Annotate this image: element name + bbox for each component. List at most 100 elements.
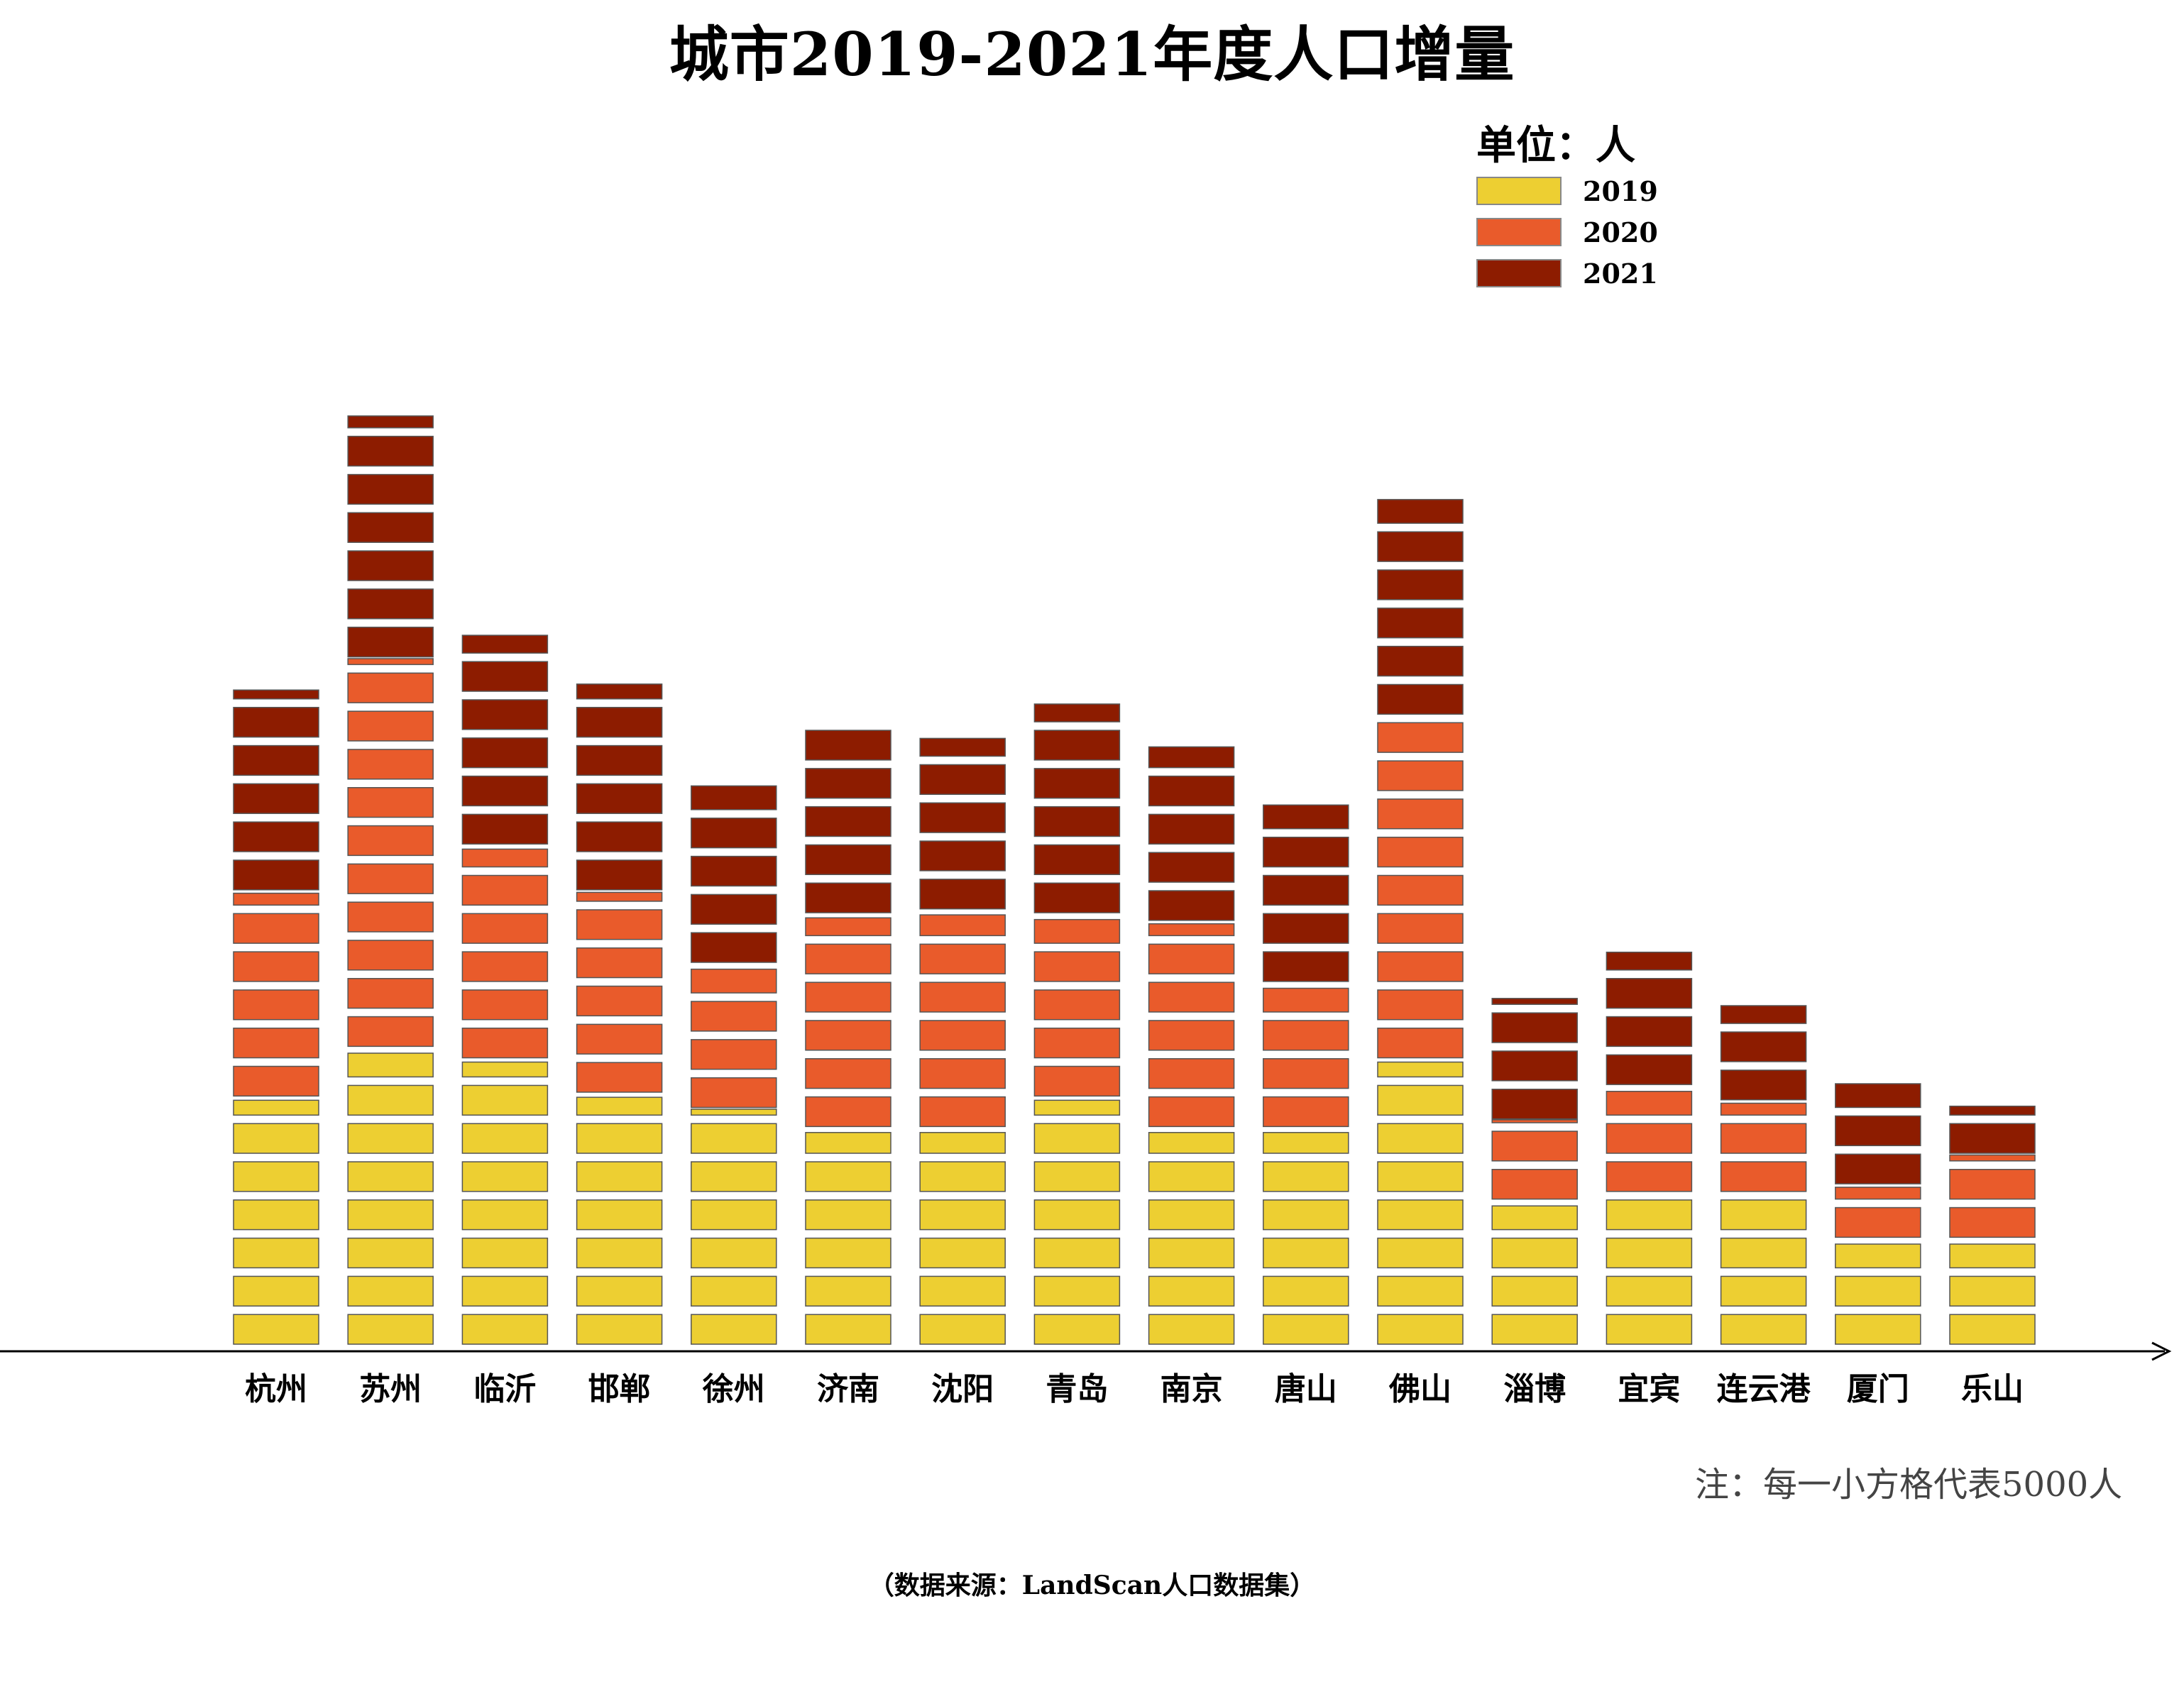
bar-block-南京-2021-1 [1148, 852, 1235, 883]
bar-block-苏州-2020-2 [347, 940, 434, 971]
bar-block-苏州-2021-2 [347, 550, 434, 581]
bar-block-济南-2019-5 [805, 1131, 891, 1154]
bar-block-佛山-2020-7 [1377, 760, 1464, 791]
bar-block-淄博-2020-2 [1491, 1119, 1578, 1123]
bar-block-济南-2021-3 [805, 768, 891, 799]
bar-block-佛山-2020-3 [1377, 913, 1464, 944]
bar-block-济南-2019-1 [805, 1275, 891, 1307]
bar-block-宜宾-2021-2 [1606, 978, 1693, 1009]
bar-block-厦门-2020-0 [1835, 1206, 1921, 1238]
bar-block-邯郸-2020-2 [576, 985, 663, 1017]
bar-block-杭州-2019-4 [233, 1161, 319, 1192]
bar-block-连云港-2021-2 [1720, 1005, 1807, 1024]
bar-block-唐山-2019-0 [1263, 1314, 1349, 1345]
bar-block-邯郸-2021-2 [576, 783, 663, 814]
bar-block-徐州-2021-1 [691, 894, 777, 925]
bar-block-杭州-2020-5 [233, 892, 319, 906]
bar-block-临沂-2020-1 [461, 989, 549, 1021]
bar-block-邯郸-2019-4 [576, 1161, 663, 1192]
bar-block-杭州-2020-3 [233, 951, 319, 982]
bar-block-沈阳-2019-3 [919, 1199, 1006, 1231]
bar-block-青岛-2019-3 [1033, 1199, 1121, 1231]
bar-block-佛山-2021-1 [1377, 645, 1464, 677]
bar-block-淄博-2021-2 [1491, 1012, 1578, 1043]
chart-note: 注：每一小方格代表5000人 [1695, 1465, 2123, 1505]
bar-block-临沂-2019-1 [461, 1275, 549, 1307]
x-tick-label-10: 佛山 [1388, 1371, 1452, 1407]
bar-block-宜宾-2020-1 [1606, 1123, 1693, 1154]
legend-swatch-2021 [1476, 259, 1562, 287]
bar-block-唐山-2019-2 [1263, 1237, 1349, 1269]
bar-block-沈阳-2021-0 [919, 879, 1006, 910]
bar-block-杭州-2019-6 [233, 1099, 319, 1116]
bar-block-临沂-2019-5 [461, 1123, 549, 1154]
bar-block-宜宾-2020-0 [1606, 1161, 1693, 1192]
bar-block-佛山-2019-3 [1377, 1199, 1464, 1231]
bar-block-苏州-2019-7 [347, 1052, 434, 1078]
bar-block-唐山-2021-4 [1263, 804, 1349, 830]
bar-block-苏州-2019-1 [347, 1275, 434, 1307]
bar-block-青岛-2019-6 [1033, 1099, 1121, 1116]
bar-block-厦门-2021-2 [1835, 1083, 1921, 1109]
bar-block-沈阳-2021-2 [919, 802, 1006, 833]
bar-block-南京-2019-3 [1148, 1199, 1235, 1231]
bar-block-济南-2021-1 [805, 844, 891, 876]
bar-block-佛山-2020-6 [1377, 798, 1464, 830]
bar-block-临沂-2019-3 [461, 1199, 549, 1231]
bar-block-邯郸-2019-0 [576, 1314, 663, 1345]
bar-block-济南-2020-2 [805, 1020, 891, 1051]
bar-block-青岛-2019-5 [1033, 1123, 1121, 1154]
bar-block-南京-2020-5 [1148, 923, 1235, 937]
bar-block-临沂-2019-4 [461, 1161, 549, 1192]
bar-block-淄博-2021-0 [1491, 1089, 1578, 1120]
bar-block-佛山-2021-2 [1377, 608, 1464, 639]
bar-block-徐州-2019-5 [691, 1123, 777, 1154]
bar-block-乐山-2019-0 [1949, 1314, 2036, 1345]
bar-block-唐山-2021-1 [1263, 913, 1349, 944]
bar-block-宜宾-2019-2 [1606, 1237, 1693, 1269]
bar-block-南京-2021-3 [1148, 775, 1235, 807]
bar-block-宜宾-2021-1 [1606, 1016, 1693, 1048]
bar-block-济南-2020-1 [805, 1057, 891, 1089]
bar-block-唐山-2021-0 [1263, 951, 1349, 982]
bar-block-沈阳-2021-1 [919, 840, 1006, 872]
bar-block-南京-2020-1 [1148, 1057, 1235, 1089]
bar-block-苏州-2021-1 [347, 588, 434, 620]
bar-block-临沂-2019-6 [461, 1084, 549, 1116]
bar-block-青岛-2020-3 [1033, 951, 1121, 982]
bar-block-徐州-2021-2 [691, 855, 777, 887]
bar-block-邯郸-2019-6 [576, 1096, 663, 1116]
bar-block-青岛-2021-5 [1033, 703, 1121, 722]
bar-block-厦门-2019-0 [1835, 1314, 1921, 1345]
bar-block-淄博-2021-1 [1491, 1050, 1578, 1082]
bar-block-连云港-2020-0 [1720, 1161, 1807, 1192]
x-tick-labels: 杭州 苏州 临沂 邯郸 徐州 济南 沈阳 青岛 南京 唐山 佛山 淄博 宜宾 连云港 厦门 乐山 [245, 1371, 2024, 1407]
bar-block-唐山-2019-1 [1263, 1275, 1349, 1307]
bar-block-沈阳-2021-3 [919, 764, 1006, 796]
bar-block-济南-2019-0 [805, 1314, 891, 1345]
x-tick-label-6: 沈阳 [931, 1371, 994, 1407]
bar-block-沈阳-2020-3 [919, 982, 1006, 1013]
bar-block-苏州-2019-6 [347, 1084, 434, 1116]
bar-block-佛山-2020-8 [1377, 722, 1464, 753]
bar-block-唐山-2019-5 [1263, 1131, 1349, 1154]
data-source: （数据来源：LandScan人口数据集） [868, 1571, 1316, 1600]
bar-block-唐山-2021-2 [1263, 874, 1349, 906]
bar-block-唐山-2019-4 [1263, 1161, 1349, 1192]
bar-block-苏州-2020-8 [347, 710, 434, 742]
bar-block-徐州-2020-2 [691, 1001, 777, 1032]
bar-block-佛山-2020-0 [1377, 1027, 1464, 1059]
bar-block-临沂-2021-5 [461, 634, 549, 654]
bar-block-沈阳-2020-0 [919, 1096, 1006, 1128]
bar-block-徐州-2020-0 [691, 1077, 777, 1109]
bar-block-临沂-2020-3 [461, 913, 549, 944]
bar-block-临沂-2019-2 [461, 1237, 549, 1269]
bar-block-徐州-2021-3 [691, 818, 777, 849]
bar-block-淄博-2019-3 [1491, 1205, 1578, 1231]
bar-block-杭州-2019-2 [233, 1237, 319, 1269]
bar-block-唐山-2020-0 [1263, 1096, 1349, 1128]
bar-block-连云港-2020-1 [1720, 1123, 1807, 1154]
legend-label-2021: 2021 [1583, 257, 1658, 290]
bar-block-苏州-2020-9 [347, 672, 434, 703]
bar-block-宜宾-2021-0 [1606, 1054, 1693, 1085]
